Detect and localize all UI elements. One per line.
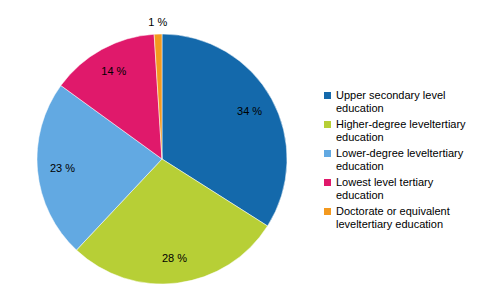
- legend-swatch: [324, 208, 331, 215]
- slice: [61, 34, 162, 159]
- legend: Upper secondary leveleducationHigher-deg…: [324, 89, 466, 230]
- legend-line: Upper secondary level: [336, 89, 445, 101]
- data-label: 14 %: [101, 65, 126, 77]
- data-label: 34 %: [237, 105, 262, 117]
- legend-line: Higher-degree leveltertiary: [336, 118, 466, 130]
- slices: [37, 34, 287, 284]
- legend-line: education: [336, 131, 384, 143]
- legend-line: Lower-degree leveltertiary: [336, 147, 464, 159]
- legend-line: leveltertiary education: [336, 218, 443, 230]
- data-label: 1 %: [148, 16, 167, 28]
- slice: [154, 34, 162, 159]
- legend-line: education: [336, 160, 384, 172]
- legend-swatch: [324, 179, 331, 186]
- legend-swatch: [324, 121, 331, 128]
- legend-label: Higher-degree leveltertiaryeducation: [336, 118, 466, 143]
- legend-line: Doctorate or equivalent: [336, 205, 450, 217]
- data-labels: 34 % 28 % 23 % 14 % 1 %: [50, 16, 262, 264]
- legend-label: Lowest level tertiaryeducation: [336, 176, 434, 201]
- legend-line: education: [336, 102, 384, 114]
- data-label: 28 %: [162, 252, 187, 264]
- legend-label: Lower-degree leveltertiaryeducation: [336, 147, 464, 172]
- chart: 34 % 28 % 23 % 14 % 1 % Upper secondary level…: [0, 0, 491, 302]
- legend-line: education: [336, 189, 384, 201]
- legend-label: Doctorate or equivalentleveltertiary edu…: [336, 205, 450, 230]
- legend-swatch: [324, 92, 331, 99]
- data-label: 23 %: [50, 162, 75, 174]
- legend-swatch: [324, 150, 331, 157]
- legend-label: Upper secondary leveleducation: [336, 89, 445, 114]
- legend-line: Lowest level tertiary: [336, 176, 434, 188]
